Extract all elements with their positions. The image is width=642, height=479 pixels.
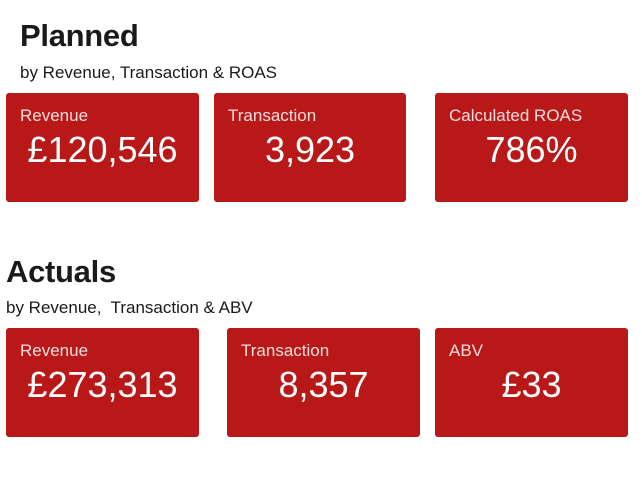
actuals-revenue-value: £273,313 <box>27 364 178 405</box>
planned-revenue-card: Revenue £120,546 <box>6 93 199 202</box>
actuals-title: Actuals <box>6 254 116 289</box>
planned-subtitle: by Revenue, Transaction & ROAS <box>20 63 278 82</box>
actuals-abv-card: ABV £33 <box>435 328 628 437</box>
planned-transaction-label: Transaction <box>228 106 317 125</box>
actuals-transaction-label: Transaction <box>241 341 330 360</box>
actuals-abv-value: £33 <box>501 364 562 405</box>
actuals-transaction-value: 8,357 <box>278 364 369 405</box>
actuals-abv-label: ABV <box>449 341 484 360</box>
planned-revenue-value: £120,546 <box>27 129 178 170</box>
actuals-subtitle: by Revenue, Transaction & ABV <box>6 298 253 317</box>
planned-roas-card: Calculated ROAS 786% <box>435 93 628 202</box>
planned-roas-value: 786% <box>485 129 578 170</box>
actuals-transaction-card: Transaction 8,357 <box>227 328 420 437</box>
planned-revenue-label: Revenue <box>20 106 89 125</box>
planned-transaction-card: Transaction 3,923 <box>214 93 406 202</box>
planned-transaction-value: 3,923 <box>264 129 356 170</box>
actuals-revenue-label: Revenue <box>20 341 89 360</box>
planned-roas-label: Calculated ROAS <box>449 106 583 125</box>
actuals-revenue-card: Revenue £273,313 <box>6 328 199 437</box>
planned-title: Planned <box>20 18 139 53</box>
